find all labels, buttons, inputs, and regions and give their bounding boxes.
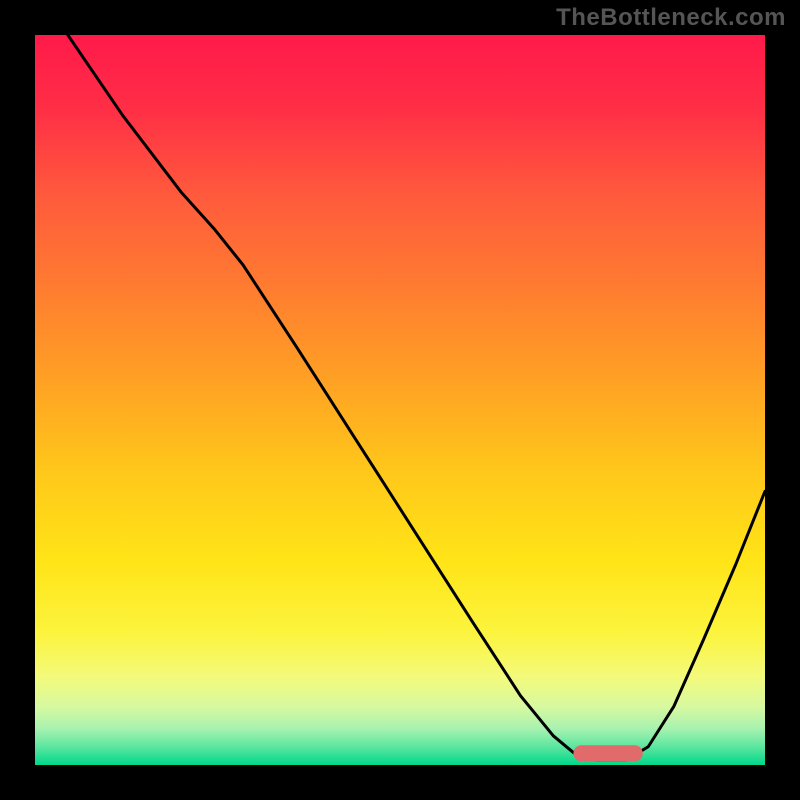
chart-frame: TheBottleneck.com — [0, 0, 800, 800]
watermark-text: TheBottleneck.com — [556, 4, 786, 32]
optimal-marker — [573, 745, 642, 761]
bottleneck-chart — [35, 35, 765, 765]
